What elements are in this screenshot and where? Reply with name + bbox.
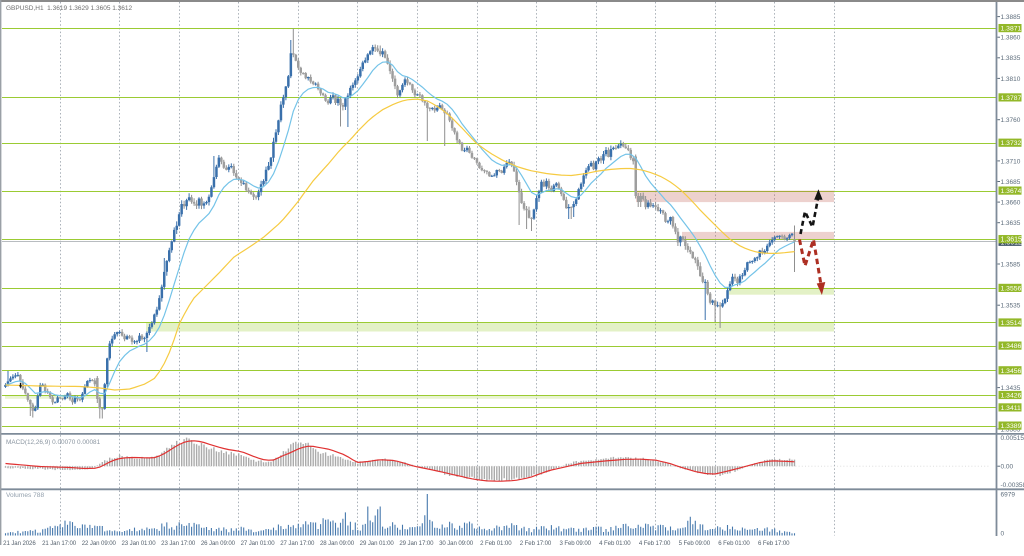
- svg-text:1.3885: 1.3885: [1001, 14, 1021, 21]
- svg-text:4 Feb 17:00: 4 Feb 17:00: [639, 540, 671, 547]
- svg-text:4 Feb 01:00: 4 Feb 01:00: [599, 540, 631, 547]
- svg-text:1.3674: 1.3674: [1001, 188, 1022, 195]
- svg-text:1.3411: 1.3411: [1001, 405, 1022, 412]
- svg-text:1.3635: 1.3635: [1001, 220, 1021, 227]
- svg-text:1.3732: 1.3732: [1001, 140, 1022, 147]
- svg-text:29 Jan 01:00: 29 Jan 01:00: [360, 540, 395, 547]
- svg-text:GBPUSD,H1 1.3619 1.3629 1.360: GBPUSD,H1 1.3619 1.3629 1.3605 1.3612: [6, 5, 133, 12]
- svg-text:30 Jan 09:00: 30 Jan 09:00: [439, 540, 474, 547]
- svg-text:1.3835: 1.3835: [1001, 55, 1021, 62]
- svg-text:1.3710: 1.3710: [1001, 158, 1021, 165]
- svg-text:1.3615: 1.3615: [1001, 237, 1023, 244]
- svg-text:0.00515: 0.00515: [1001, 435, 1024, 442]
- svg-text:-0.00358: -0.00358: [1001, 482, 1024, 489]
- svg-text:0.00: 0.00: [1001, 464, 1014, 471]
- svg-text:0: 0: [1001, 531, 1005, 538]
- svg-text:1.3760: 1.3760: [1001, 117, 1021, 124]
- svg-text:1.3685: 1.3685: [1001, 179, 1021, 186]
- svg-text:1.3871: 1.3871: [1001, 26, 1022, 33]
- svg-text:2 Feb 01:00: 2 Feb 01:00: [480, 540, 512, 547]
- svg-text:21 Jan 2026: 21 Jan 2026: [3, 540, 36, 547]
- svg-text:2 Feb 17:00: 2 Feb 17:00: [520, 540, 552, 547]
- svg-text:Volumes 788: Volumes 788: [6, 492, 44, 499]
- svg-text:6979: 6979: [1001, 492, 1016, 499]
- svg-text:1.3426: 1.3426: [1001, 393, 1022, 400]
- svg-text:1.3389: 1.3389: [1001, 423, 1022, 430]
- svg-text:1.3456: 1.3456: [1001, 368, 1022, 375]
- svg-text:1.3556: 1.3556: [1001, 285, 1022, 292]
- svg-text:27 Jan 17:00: 27 Jan 17:00: [280, 540, 315, 547]
- svg-text:1.3486: 1.3486: [1001, 343, 1022, 350]
- svg-text:1.3810: 1.3810: [1001, 76, 1021, 83]
- svg-text:27 Jan 01:00: 27 Jan 01:00: [241, 540, 276, 547]
- svg-text:21 Jan 17:00: 21 Jan 17:00: [42, 540, 77, 547]
- svg-text:3 Feb 09:00: 3 Feb 09:00: [559, 540, 591, 547]
- svg-text:5 Feb 09:00: 5 Feb 09:00: [679, 540, 711, 547]
- svg-text:26 Jan 09:00: 26 Jan 09:00: [201, 540, 236, 547]
- svg-text:23 Jan 01:00: 23 Jan 01:00: [121, 540, 156, 547]
- svg-text:23 Jan 17:00: 23 Jan 17:00: [161, 540, 196, 547]
- svg-text:29 Jan 17:00: 29 Jan 17:00: [399, 540, 434, 547]
- svg-text:28 Jan 09:00: 28 Jan 09:00: [320, 540, 355, 547]
- svg-text:1.3660: 1.3660: [1001, 200, 1021, 207]
- svg-text:6 Feb 17:00: 6 Feb 17:00: [758, 540, 790, 547]
- svg-text:22 Jan 09:00: 22 Jan 09:00: [82, 540, 117, 547]
- svg-text:MACD(12,26,9) 0.00070 0.00081: MACD(12,26,9) 0.00070 0.00081: [6, 439, 101, 446]
- svg-text:6 Feb 01:00: 6 Feb 01:00: [718, 540, 750, 547]
- svg-text:1.3514: 1.3514: [1001, 320, 1022, 327]
- svg-text:1.3585: 1.3585: [1001, 261, 1021, 268]
- svg-text:1.3535: 1.3535: [1001, 303, 1021, 310]
- svg-text:1.3787: 1.3787: [1001, 95, 1022, 102]
- svg-text:1.3860: 1.3860: [1001, 35, 1021, 42]
